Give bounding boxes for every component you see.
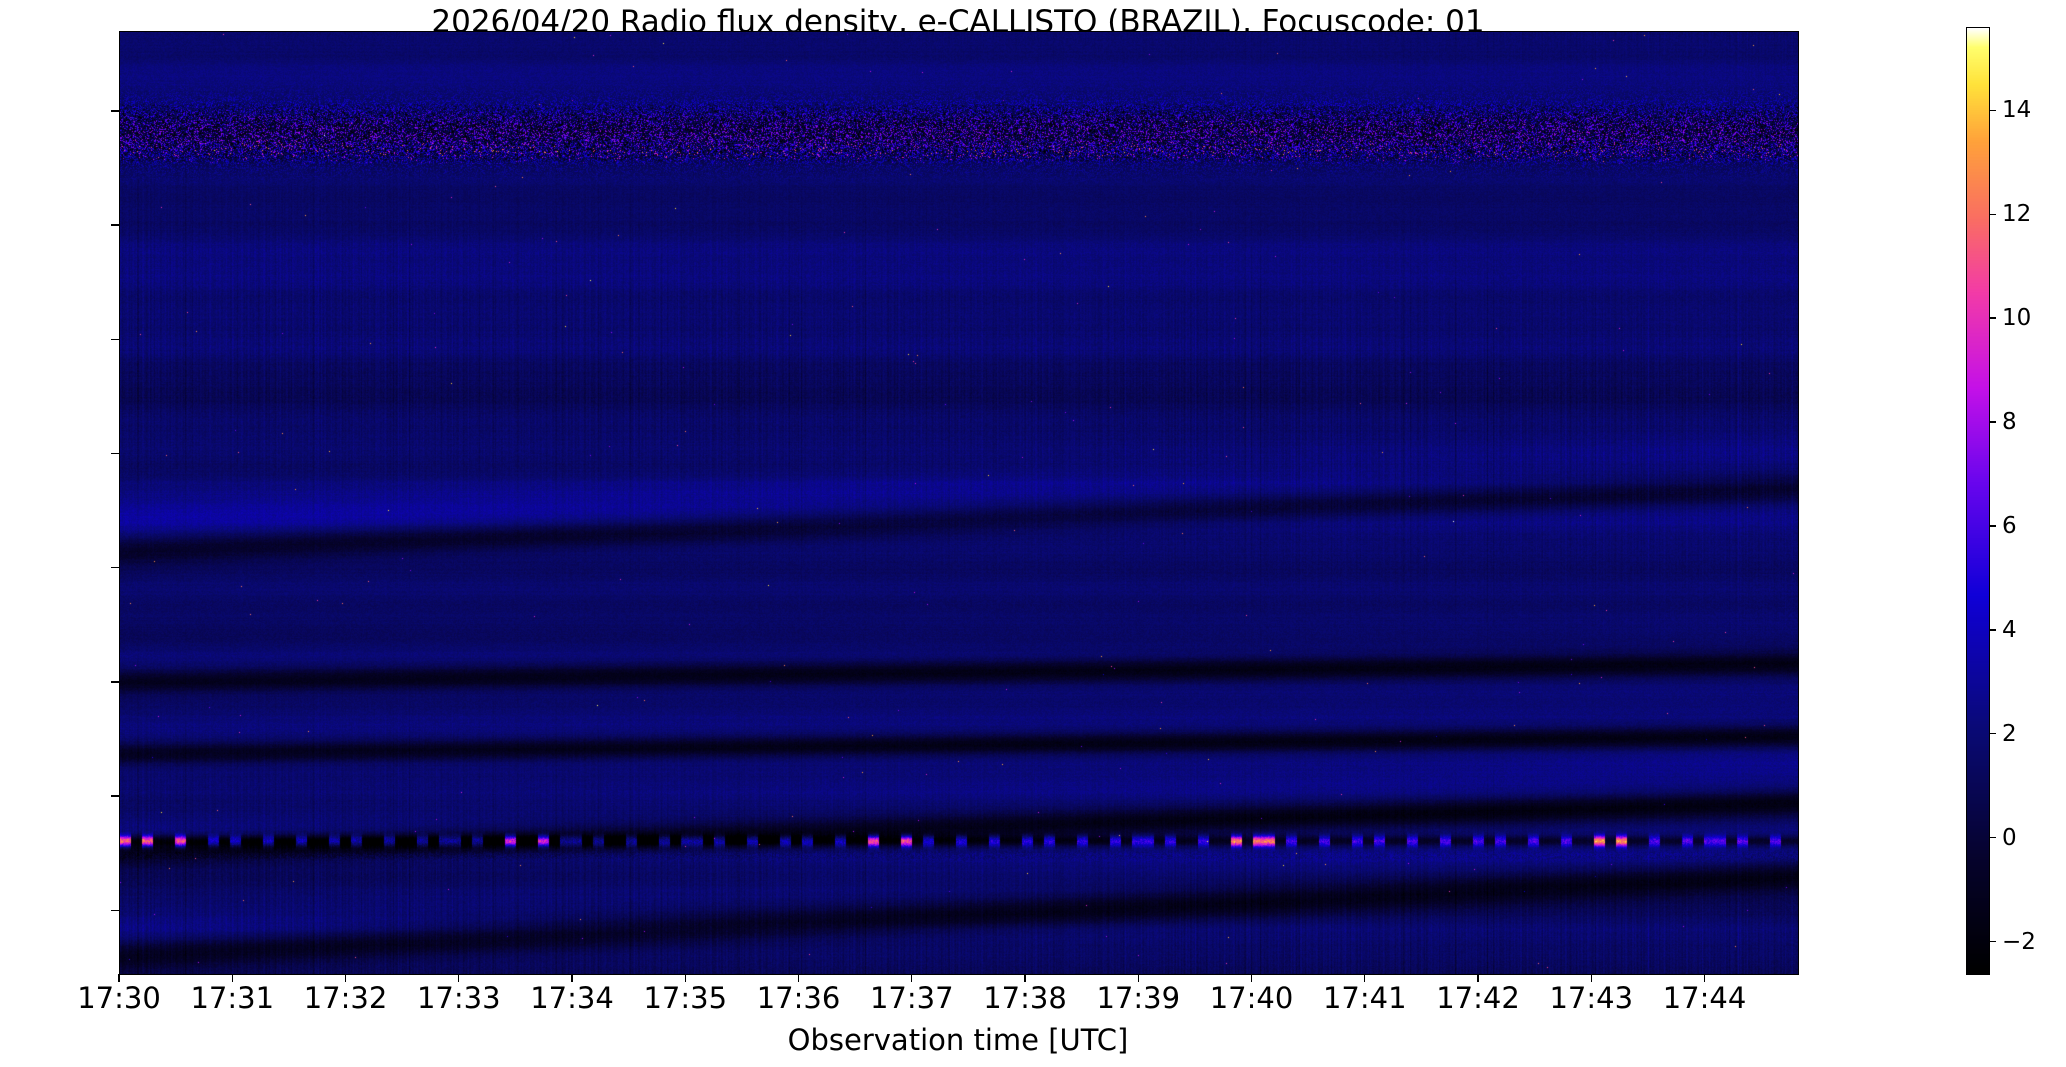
x-tick-label-17-44: 17:44 [1662,981,1747,1015]
x-axis-label: Observation time [UTC] [787,1023,1129,1057]
colorbar-tick-mark [1989,733,1996,735]
colorbar-tick-mark [1989,525,1996,527]
x-tick-mark [118,974,120,982]
colorbar-tick-label-4: 6 [2002,512,2017,539]
x-tick-label-17-30: 17:30 [77,981,161,1015]
x-tick-label-17-31: 17:31 [190,981,275,1015]
colorbar-tick-label-2: 2 [2002,720,2017,747]
x-tick-mark [1477,974,1479,982]
colorbar-tick-mark [1989,109,1996,111]
x-tick-mark [1590,974,1592,982]
x-tick-mark [797,974,800,982]
y-tick-mark [111,452,119,455]
colorbar-tick-label-8: 14 [2002,97,2032,124]
x-tick-label-17-33: 17:33 [416,981,501,1015]
x-tick-mark [1024,974,1026,982]
y-tick-mark [111,110,119,112]
x-tick-label-17-41: 17:41 [1322,981,1407,1015]
colorbar-gradient [1967,28,1989,974]
colorbar-tick-mark [1989,629,1996,631]
colorbar-tick-mark [1989,213,1996,215]
x-tick-mark [571,974,573,982]
x-tick-label-17-43: 17:43 [1549,981,1634,1015]
x-tick-label-17-35: 17:35 [643,981,728,1015]
x-tick-label-17-32: 17:32 [303,981,388,1015]
y-tick-mark [111,338,119,340]
x-tick-label-17-42: 17:42 [1436,981,1520,1015]
spectrogram-axes [119,31,1799,975]
spectrogram-image [120,32,1798,974]
x-tick-mark [458,974,460,982]
x-tick-mark [911,974,913,982]
x-tick-mark [1137,974,1139,982]
y-tick-mark [111,795,119,797]
colorbar-tick-label-0: −2 [2002,928,2036,955]
colorbar [1966,27,1990,975]
colorbar-tick-mark [1989,837,1996,839]
colorbar-tick-label-6: 10 [2002,305,2032,332]
colorbar-tick-label-3: 4 [2002,616,2017,643]
x-tick-mark [231,974,233,982]
y-tick-mark [111,566,119,569]
y-tick-mark [111,681,119,683]
colorbar-tick-label-1: 0 [2002,824,2017,851]
x-tick-mark [684,974,686,982]
y-tick-mark [111,909,119,911]
colorbar-tick-label-5: 8 [2002,409,2017,436]
colorbar-tick-mark [1989,317,1996,319]
colorbar-tick-mark [1989,941,1996,943]
x-tick-label-17-37: 17:37 [869,981,954,1015]
x-tick-mark [344,974,347,982]
colorbar-tick-mark [1989,421,1996,423]
x-tick-label-17-38: 17:38 [983,981,1067,1015]
y-tick-mark [111,224,119,226]
colorbar-tick-label-7: 12 [2002,201,2032,228]
x-tick-mark [1703,974,1706,982]
x-tick-mark [1364,974,1366,982]
x-tick-mark [1250,974,1253,982]
x-tick-label-17-40: 17:40 [1209,981,1294,1015]
x-tick-label-17-34: 17:34 [530,981,614,1015]
x-tick-label-17-39: 17:39 [1096,981,1181,1015]
x-tick-label-17-36: 17:36 [756,981,841,1015]
